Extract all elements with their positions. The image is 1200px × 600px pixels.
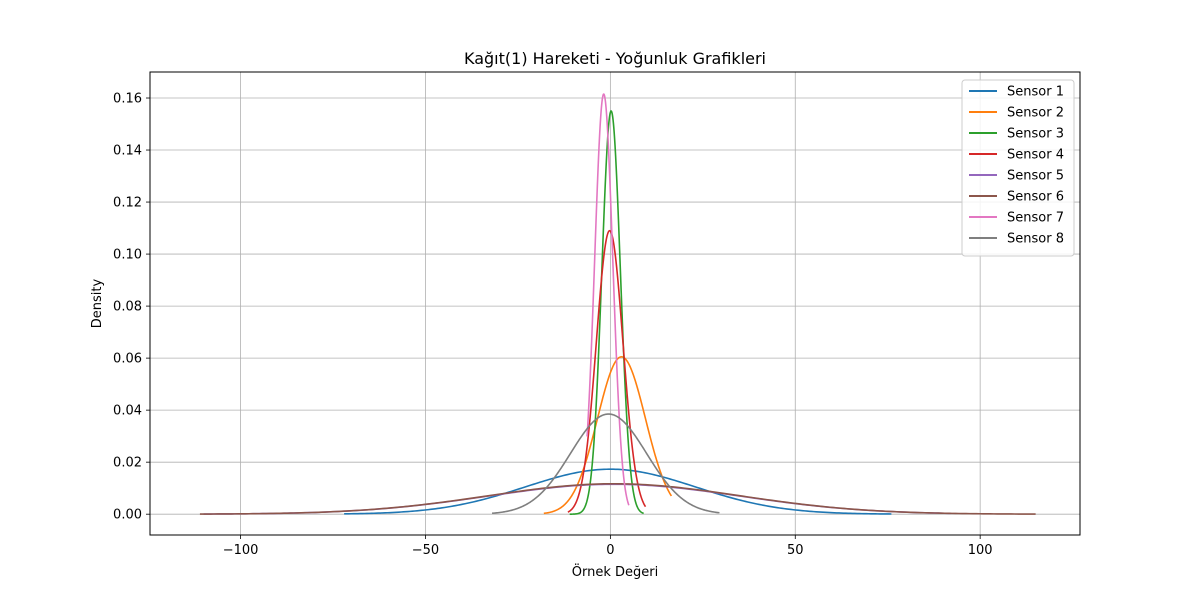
x-tick-label: 50 <box>787 543 804 558</box>
legend-label: Sensor 8 <box>1007 232 1064 247</box>
y-tick-label: 0.12 <box>113 196 142 211</box>
y-tick-label: 0.00 <box>113 508 142 523</box>
legend: Sensor 1 Sensor 2 Sensor 3 Sensor 4 Sensor 5… <box>961 79 1075 257</box>
legend-label: Sensor 4 <box>1007 148 1064 163</box>
series-line-1 <box>344 468 892 515</box>
chart-title: Kağıt(1) Hareketi - Yoğunluk Grafikleri <box>464 49 766 68</box>
legend-label: Sensor 3 <box>1007 127 1064 142</box>
y-tick-label: 0.04 <box>113 404 142 419</box>
legend-label: Sensor 7 <box>1007 211 1064 226</box>
y-tick-label: 0.14 <box>113 144 142 159</box>
x-tick-label: 0 <box>606 543 614 558</box>
series-lines <box>199 93 1036 515</box>
x-axis-label: Örnek Değeri <box>572 563 658 580</box>
legend-label: Sensor 5 <box>1007 169 1064 184</box>
x-tick-label: 100 <box>968 543 993 558</box>
y-axis-label: Density <box>90 278 105 328</box>
legend-label: Sensor 6 <box>1007 190 1064 205</box>
legend-box <box>961 79 1075 257</box>
y-tick-label: 0.16 <box>113 92 142 107</box>
x-tick-label: −50 <box>412 543 439 558</box>
axis-ticks: −100 −50 0 50 100 0.00 0.02 0.04 0.06 0.08 0.10 0.1… <box>113 92 993 558</box>
y-tick-label: 0.06 <box>113 352 142 367</box>
x-tick-label: −100 <box>223 543 259 558</box>
series-line-3 <box>569 110 644 515</box>
series-line-4 <box>567 229 647 513</box>
series-line-7 <box>586 93 630 506</box>
legend-label: Sensor 1 <box>1007 85 1064 100</box>
y-tick-label: 0.08 <box>113 300 142 315</box>
y-tick-label: 0.02 <box>113 456 142 471</box>
plot-frame <box>149 71 1081 536</box>
series-line-6 <box>199 482 1036 515</box>
legend-label: Sensor 2 <box>1007 106 1064 121</box>
series-line-8 <box>491 413 720 515</box>
y-tick-label: 0.10 <box>113 248 142 263</box>
series-line-2 <box>543 356 673 515</box>
